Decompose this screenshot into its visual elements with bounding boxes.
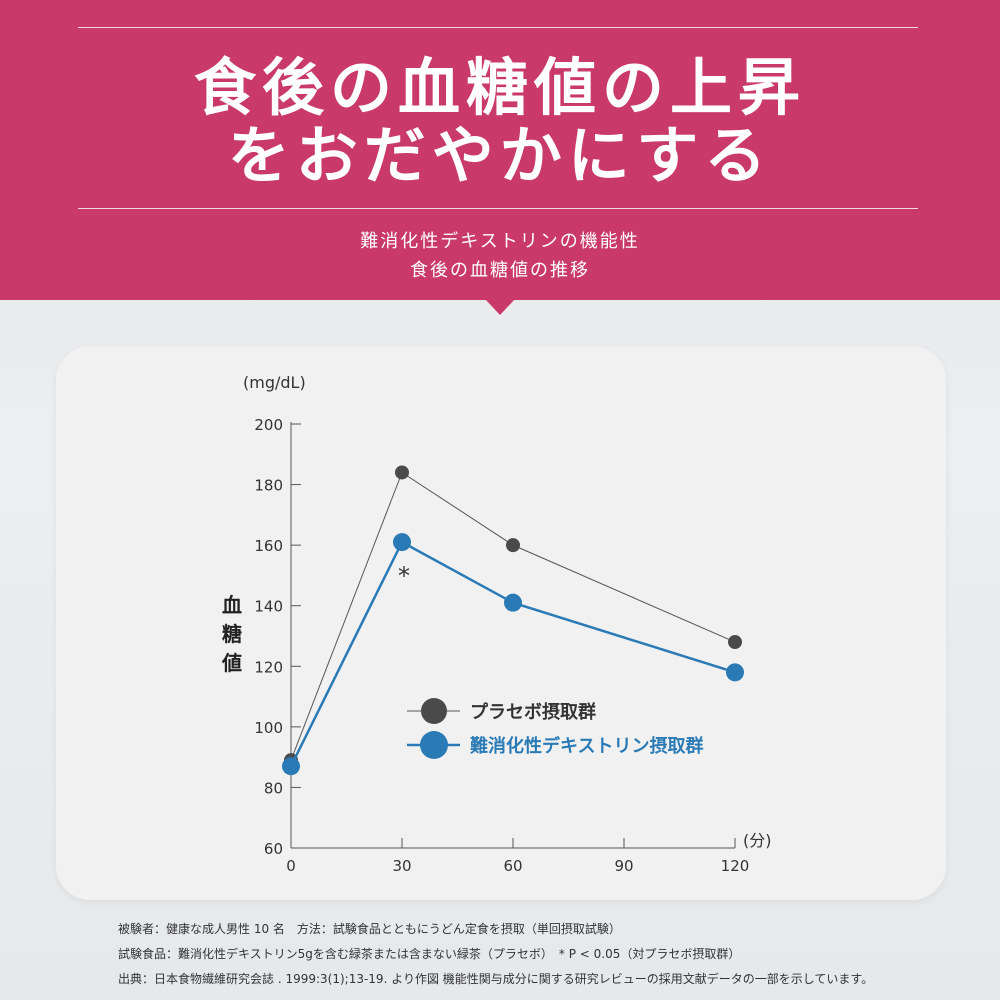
y-tick-label: 180 [254, 477, 283, 495]
series-line-1 [290, 471, 736, 761]
x-tick-label: 60 [503, 857, 522, 875]
legend-marker-1 [421, 698, 447, 724]
y-axis-title-char: 血 [222, 593, 242, 617]
headline-line-1: 食後の血糖値の上昇 [193, 51, 806, 124]
data-point-series-2 [726, 663, 744, 682]
header-banner [0, 0, 1000, 300]
y-tick-label: 120 [254, 658, 283, 676]
y-tick-label: 200 [254, 416, 283, 434]
data-point-series-1 [728, 635, 742, 650]
data-point-series-2 [504, 593, 522, 612]
x-tick-label: 0 [286, 857, 296, 875]
subtitle-line-2: 食後の血糖値の推移 [410, 260, 590, 281]
legend-label-1: プラセボ摂取群 [470, 701, 596, 723]
data-point-series-1 [506, 538, 520, 553]
y-axis-title-char: 糖 [222, 622, 242, 646]
x-tick-label: 30 [392, 857, 411, 875]
legend-label-2: 難消化性デキストリン摂取群 [470, 735, 703, 757]
y-tick-label: 160 [254, 537, 283, 555]
footnote-source: 出典：日本食物繊維研究会誌 . 1999:3(1);13-19. より作図 機能… [118, 972, 874, 986]
y-unit-label: (mg/dL) [243, 373, 306, 392]
x-tick-label: 120 [721, 857, 750, 875]
header-top-rule [78, 27, 918, 28]
y-tick-label: 60 [264, 840, 283, 858]
significance-marker: * [398, 562, 410, 590]
series-line-2 [289, 540, 736, 767]
y-tick-label: 140 [254, 598, 283, 616]
chart-card [56, 346, 946, 900]
banner-pointer [485, 299, 515, 315]
data-point-series-2 [393, 533, 411, 552]
y-axis-title-char: 値 [221, 651, 242, 675]
y-tick-label: 100 [254, 719, 283, 737]
header-bottom-rule [78, 208, 918, 209]
x-tick-label: 90 [614, 857, 633, 875]
y-tick-label: 80 [264, 779, 283, 797]
x-unit-label: (分) [743, 831, 772, 850]
footnote-test-food: 試験食品：難消化性デキストリン5gを含む緑茶または含まない緑茶（プラセボ） * … [118, 947, 741, 961]
subtitle-line-1: 難消化性デキストリンの機能性 [360, 231, 640, 252]
data-point-series-2 [282, 757, 300, 776]
legend-marker-2 [420, 731, 448, 759]
data-point-series-1 [395, 465, 409, 480]
footnote-subjects: 被験者：健康な成人男性 10 名 方法：試験食品とともにうどん定食を摂取（単回摂… [118, 922, 621, 936]
headline-line-2: をおだやかにする [227, 119, 773, 192]
